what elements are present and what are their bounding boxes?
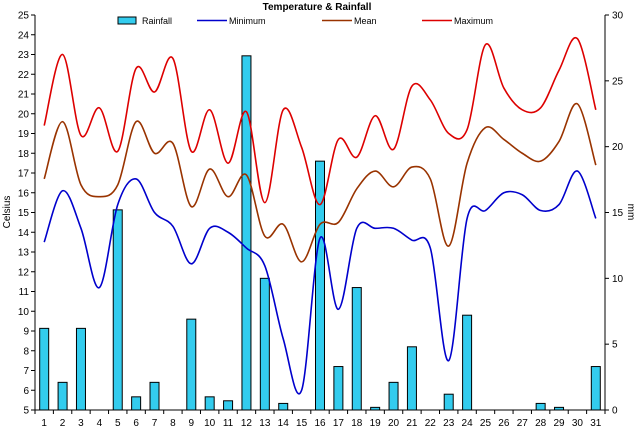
x-tick-label: 24 [462,418,474,429]
x-tick-label: 21 [406,418,418,429]
rainfall-bar [57,381,68,411]
x-tick-label: 9 [189,418,195,429]
y-right-tick-label: 20 [612,142,624,153]
temperature-lines [43,36,597,395]
x-tick-label: 8 [170,418,176,429]
rainfall-bar [149,381,160,411]
x-tick-label: 29 [553,418,565,429]
maximum-line [43,36,597,206]
y-right-tick-label: 15 [612,208,624,219]
y-left-tick-label: 23 [18,50,30,61]
y-left-tick-label: 11 [19,287,30,298]
y-left-tick-label: 20 [18,109,30,120]
x-tick-label: 20 [388,418,400,429]
y-left-tick-label: 10 [18,307,30,318]
rainfall-bar [590,366,601,411]
rainfall-bar [406,346,417,411]
rainfall-bar [223,400,234,411]
y-left-tick-label: 12 [18,267,30,278]
x-tick-label: 19 [370,418,382,429]
rainfall-bar [241,55,252,411]
legend-swatch-rainfall [117,16,137,25]
rainfall-bar [131,396,142,411]
rainfall-bar [75,327,86,411]
rainfall-bar [443,393,454,411]
rainfall-bar [186,318,197,411]
x-tick-label: 11 [223,418,234,429]
x-tick-label: 2 [60,418,66,429]
y-left-tick-label: 17 [18,169,30,180]
legend-label-mean: Mean [354,16,377,26]
axes: 5678910111213141516171819202122232425051… [18,11,624,430]
y-left-tick-label: 8 [23,346,29,357]
x-tick-label: 23 [443,418,455,429]
legend-label-rainfall: Rainfall [142,16,172,26]
rainfall-bar [39,327,50,411]
rainfall-bar [535,402,546,411]
y-right-tick-label: 0 [612,406,618,417]
x-tick-label: 31 [590,418,602,429]
x-tick-label: 3 [78,418,84,429]
x-tick-label: 14 [278,418,290,429]
y-left-tick-label: 19 [18,129,30,140]
y-left-tick-label: 14 [18,228,30,239]
x-tick-label: 7 [152,418,158,429]
rainfall-bar [204,396,215,411]
y-right-tick-label: 30 [612,11,624,22]
x-tick-label: 17 [333,418,345,429]
x-tick-label: 28 [535,418,547,429]
x-tick-label: 26 [498,418,510,429]
y-right-tick-label: 5 [612,340,618,351]
y-axis-left-label: Celsius [2,196,13,229]
legend: Rainfall Minimum Mean Maximum [117,16,493,26]
mean-line [43,103,597,263]
y-left-tick-label: 13 [18,248,30,259]
legend-label-maximum: Maximum [454,16,493,26]
y-left-tick-label: 7 [23,366,29,377]
x-tick-label: 22 [425,418,437,429]
x-tick-label: 18 [351,418,363,429]
x-tick-label: 4 [97,418,103,429]
rainfall-bar [259,277,270,411]
chart-title: Temperature & Rainfall [263,2,372,13]
y-axis-right-label: mm [625,204,634,221]
y-left-tick-label: 25 [18,11,30,22]
x-tick-label: 5 [115,418,121,429]
y-left-tick-label: 9 [23,327,29,338]
rainfall-bar [278,402,289,411]
rainfall-bar [112,209,123,411]
x-tick-label: 30 [572,418,584,429]
x-tick-label: 13 [259,418,271,429]
y-left-tick-label: 16 [18,188,30,199]
rainfall-bar [388,381,399,411]
y-left-tick-label: 5 [23,406,29,417]
y-left-tick-label: 21 [18,90,30,101]
legend-label-minimum: Minimum [229,16,266,26]
rainfall-bar [333,366,344,411]
y-left-tick-label: 18 [18,149,30,160]
x-tick-label: 1 [41,418,47,429]
y-left-tick-label: 22 [18,70,30,81]
minimum-line [43,170,597,395]
y-right-tick-label: 10 [612,274,624,285]
x-tick-label: 15 [296,418,308,429]
x-tick-label: 16 [314,418,326,429]
rainfall-bar [462,314,473,411]
x-tick-label: 6 [133,418,139,429]
y-left-tick-label: 6 [23,386,29,397]
x-tick-label: 25 [480,418,492,429]
y-left-tick-label: 15 [18,208,30,219]
y-left-tick-label: 24 [18,30,30,41]
x-tick-label: 27 [517,418,529,429]
rainfall-bar [351,287,362,411]
y-right-tick-label: 25 [612,76,624,87]
x-tick-label: 10 [204,418,216,429]
x-tick-label: 12 [241,418,253,429]
rainfall-bars [39,55,601,411]
